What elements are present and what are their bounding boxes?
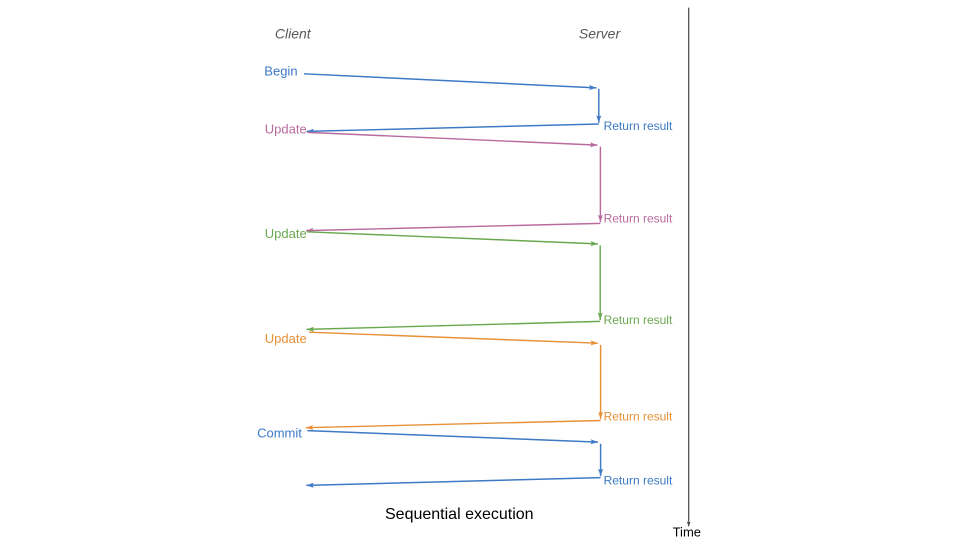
svg-text:Return result: Return result bbox=[604, 410, 673, 424]
svg-text:Update: Update bbox=[265, 331, 307, 346]
svg-text:Server: Server bbox=[579, 25, 622, 41]
svg-text:Time: Time bbox=[673, 524, 701, 539]
svg-text:Client: Client bbox=[275, 25, 312, 41]
svg-text:Return result: Return result bbox=[604, 119, 673, 133]
svg-text:Update: Update bbox=[265, 122, 307, 137]
svg-text:Update: Update bbox=[265, 226, 307, 241]
svg-text:Commit: Commit bbox=[257, 425, 302, 440]
svg-text:Sequential execution: Sequential execution bbox=[385, 506, 534, 523]
svg-text:Return result: Return result bbox=[604, 474, 673, 488]
svg-text:Return result: Return result bbox=[604, 211, 673, 225]
svg-text:Begin: Begin bbox=[264, 64, 297, 79]
svg-text:Return result: Return result bbox=[604, 313, 673, 327]
